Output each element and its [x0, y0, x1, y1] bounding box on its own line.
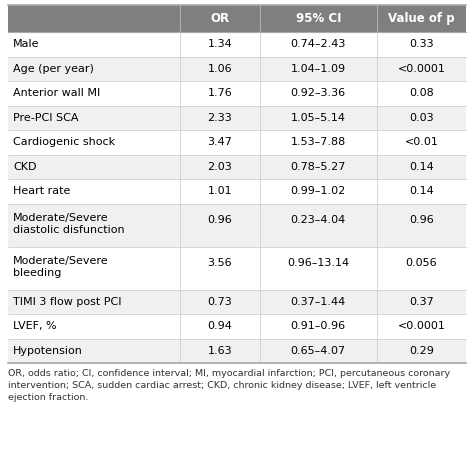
Text: Value of p: Value of p	[388, 12, 455, 25]
Bar	[8, 5, 466, 32]
Text: 0.74–2.43: 0.74–2.43	[291, 39, 346, 49]
Text: 0.91–0.96: 0.91–0.96	[291, 321, 346, 331]
Text: 1.53–7.88: 1.53–7.88	[291, 137, 346, 147]
Bar	[8, 130, 466, 155]
Text: 0.33: 0.33	[409, 39, 434, 49]
Bar	[8, 105, 466, 130]
Text: Cardiogenic shock: Cardiogenic shock	[13, 137, 115, 147]
Text: 0.99–1.02: 0.99–1.02	[291, 186, 346, 196]
Text: 1.63: 1.63	[208, 346, 232, 356]
Text: 95% CI: 95% CI	[296, 12, 341, 25]
Text: <0.01: <0.01	[404, 137, 438, 147]
Text: 0.14: 0.14	[409, 162, 434, 172]
Text: 3.47: 3.47	[208, 137, 232, 147]
Text: 1.01: 1.01	[208, 186, 232, 196]
Text: 0.23–4.04: 0.23–4.04	[291, 215, 346, 225]
Bar	[8, 314, 466, 338]
Text: 1.34: 1.34	[208, 39, 232, 49]
Bar	[8, 81, 466, 105]
Text: 3.56: 3.56	[208, 258, 232, 268]
Text: Pre-PCI SCA: Pre-PCI SCA	[13, 113, 79, 123]
Text: <0.0001: <0.0001	[397, 321, 445, 331]
Bar	[8, 179, 466, 204]
Text: 2.03: 2.03	[208, 162, 232, 172]
Text: Anterior wall MI: Anterior wall MI	[13, 88, 100, 98]
Text: 0.37–1.44: 0.37–1.44	[291, 297, 346, 307]
Text: Heart rate: Heart rate	[13, 186, 70, 196]
Bar	[8, 289, 466, 314]
Text: LVEF, %: LVEF, %	[13, 321, 56, 331]
Text: 0.78–5.27: 0.78–5.27	[291, 162, 346, 172]
Text: 2.33: 2.33	[208, 113, 232, 123]
Text: 0.94: 0.94	[208, 321, 232, 331]
Text: 0.73: 0.73	[208, 297, 232, 307]
Bar	[8, 247, 466, 289]
Text: 0.96: 0.96	[409, 215, 434, 225]
Bar	[8, 56, 466, 81]
Text: 0.92–3.36: 0.92–3.36	[291, 88, 346, 98]
Text: 0.29: 0.29	[409, 346, 434, 356]
Text: TIMI 3 flow post PCI: TIMI 3 flow post PCI	[13, 297, 121, 307]
Text: 0.14: 0.14	[409, 186, 434, 196]
Text: Moderate/Severe
diastolic disfunction: Moderate/Severe diastolic disfunction	[13, 213, 125, 234]
Text: 0.056: 0.056	[406, 258, 437, 268]
Bar	[8, 338, 466, 363]
Text: <0.0001: <0.0001	[397, 64, 445, 74]
Bar	[8, 32, 466, 56]
Text: 1.76: 1.76	[208, 88, 232, 98]
Text: OR: OR	[210, 12, 229, 25]
Text: CKD: CKD	[13, 162, 36, 172]
Text: 1.04–1.09: 1.04–1.09	[291, 64, 346, 74]
Text: 1.05–5.14: 1.05–5.14	[291, 113, 346, 123]
Text: 0.65–4.07: 0.65–4.07	[291, 346, 346, 356]
Bar	[8, 204, 466, 247]
Text: Age (per year): Age (per year)	[13, 64, 94, 74]
Text: OR, odds ratio; CI, confidence interval; MI, myocardial infarction; PCI, percuta: OR, odds ratio; CI, confidence interval;…	[8, 369, 450, 402]
Text: 0.08: 0.08	[409, 88, 434, 98]
Text: 0.96–13.14: 0.96–13.14	[287, 258, 349, 268]
Text: 0.96: 0.96	[208, 215, 232, 225]
Text: 0.03: 0.03	[409, 113, 434, 123]
Bar	[8, 155, 466, 179]
Text: 1.06: 1.06	[208, 64, 232, 74]
Text: Hypotension: Hypotension	[13, 346, 83, 356]
Text: 0.37: 0.37	[409, 297, 434, 307]
Text: Moderate/Severe
bleeding: Moderate/Severe bleeding	[13, 256, 109, 278]
Text: Male: Male	[13, 39, 39, 49]
